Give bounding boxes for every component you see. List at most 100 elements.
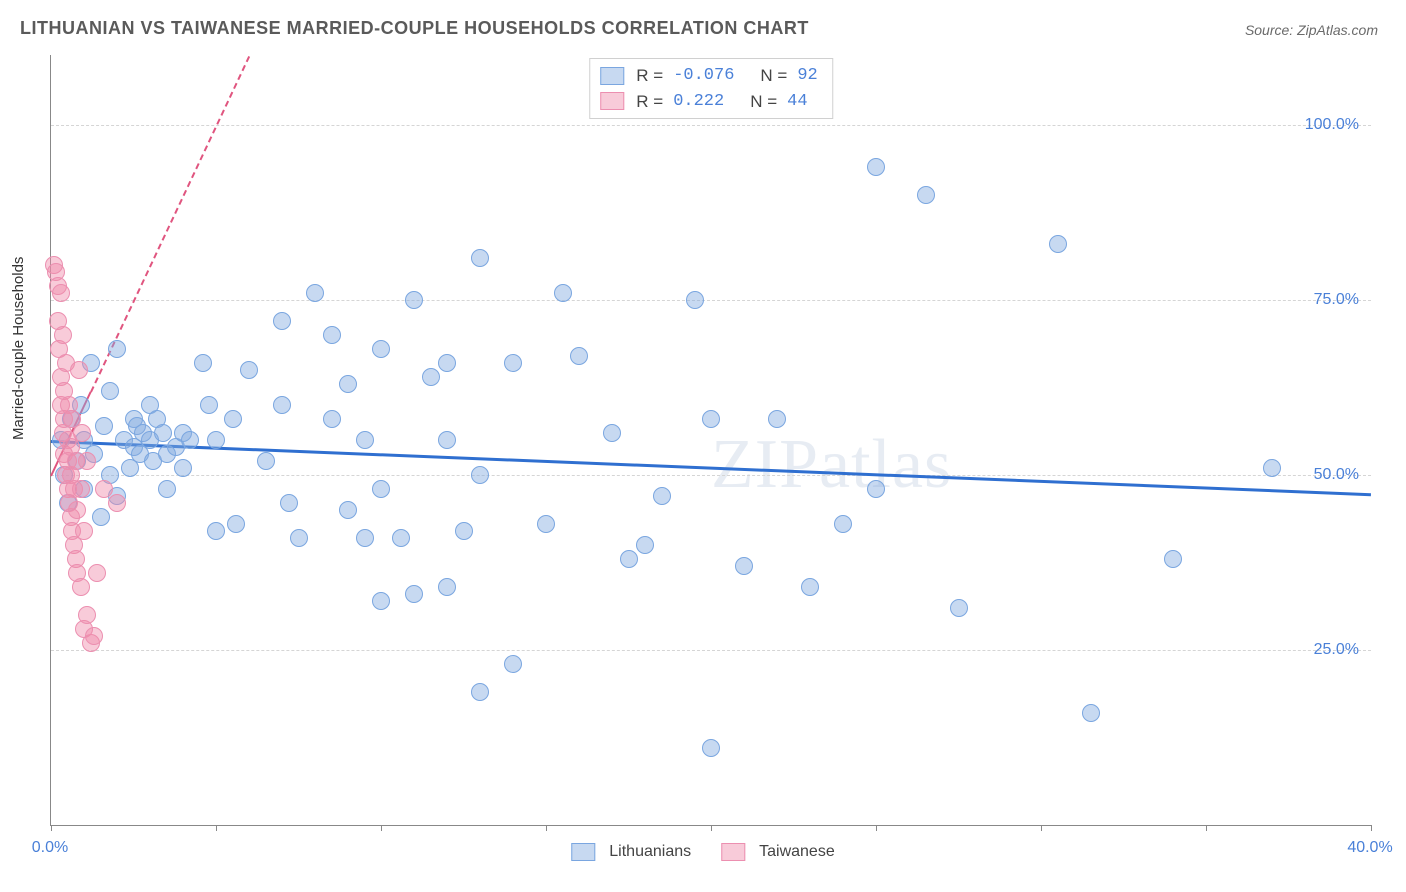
swatch-icon: [600, 92, 624, 110]
data-point: [867, 480, 885, 498]
x-tick: [1041, 825, 1042, 831]
swatch-icon: [600, 67, 624, 85]
stat-r-value: -0.076: [669, 63, 738, 89]
data-point: [405, 585, 423, 603]
data-point: [537, 515, 555, 533]
x-tick: [381, 825, 382, 831]
stat-r-label: R =: [636, 63, 663, 89]
y-axis-label: Married-couple Households: [10, 257, 27, 440]
data-point: [200, 396, 218, 414]
data-point: [273, 396, 291, 414]
data-point: [867, 158, 885, 176]
stat-n-label: N =: [760, 63, 787, 89]
trend-line: [51, 440, 1371, 496]
data-point: [306, 284, 324, 302]
stats-row: R = -0.076 N = 92: [600, 63, 822, 89]
data-point: [735, 557, 753, 575]
watermark-text: ZIPatlas: [711, 425, 952, 505]
stat-n-value: 92: [793, 63, 821, 89]
legend-item: Taiwanese: [721, 843, 835, 861]
data-point: [1049, 235, 1067, 253]
data-point: [108, 340, 126, 358]
gridline: [51, 475, 1371, 476]
data-point: [290, 529, 308, 547]
data-point: [95, 417, 113, 435]
data-point: [554, 284, 572, 302]
data-point: [78, 452, 96, 470]
x-tick: [1206, 825, 1207, 831]
data-point: [392, 529, 410, 547]
stats-legend-box: R = -0.076 N = 92 R = 0.222 N = 44: [589, 58, 833, 119]
data-point: [73, 424, 91, 442]
stat-r-value: 0.222: [669, 89, 728, 115]
data-point: [422, 368, 440, 386]
data-point: [372, 340, 390, 358]
x-tick: [51, 825, 52, 831]
data-point: [323, 326, 341, 344]
data-point: [224, 410, 242, 428]
data-point: [339, 501, 357, 519]
swatch-icon: [571, 843, 595, 861]
data-point: [356, 529, 374, 547]
chart-container: LITHUANIAN VS TAIWANESE MARRIED-COUPLE H…: [0, 0, 1406, 892]
x-tick: [546, 825, 547, 831]
data-point: [158, 480, 176, 498]
data-point: [257, 452, 275, 470]
data-point: [181, 431, 199, 449]
data-point: [75, 522, 93, 540]
data-point: [471, 466, 489, 484]
data-point: [372, 592, 390, 610]
data-point: [280, 494, 298, 512]
data-point: [273, 312, 291, 330]
data-point: [72, 578, 90, 596]
data-point: [52, 284, 70, 302]
data-point: [834, 515, 852, 533]
data-point: [405, 291, 423, 309]
data-point: [917, 186, 935, 204]
data-point: [950, 599, 968, 617]
data-point: [207, 522, 225, 540]
plot-area: ZIPatlas R = -0.076 N = 92 R = 0.222 N =…: [50, 55, 1371, 826]
legend-label: Taiwanese: [759, 843, 835, 861]
data-point: [227, 515, 245, 533]
data-point: [372, 480, 390, 498]
x-tick: [216, 825, 217, 831]
data-point: [323, 410, 341, 428]
x-tick: [876, 825, 877, 831]
data-point: [85, 627, 103, 645]
data-point: [207, 431, 225, 449]
data-point: [603, 424, 621, 442]
data-point: [702, 410, 720, 428]
gridline: [51, 650, 1371, 651]
x-tick: [1371, 825, 1372, 831]
data-point: [455, 522, 473, 540]
stat-n-label: N =: [750, 89, 777, 115]
data-point: [72, 480, 90, 498]
stat-r-label: R =: [636, 89, 663, 115]
data-point: [54, 326, 72, 344]
series-legend: Lithuanians Taiwanese: [571, 843, 834, 861]
data-point: [504, 655, 522, 673]
legend-item: Lithuanians: [571, 843, 691, 861]
x-tick-label: 40.0%: [1347, 839, 1392, 857]
y-tick-label: 100.0%: [1305, 116, 1359, 134]
data-point: [686, 291, 704, 309]
data-point: [339, 375, 357, 393]
y-tick-label: 25.0%: [1314, 641, 1359, 659]
data-point: [570, 347, 588, 365]
data-point: [240, 361, 258, 379]
data-point: [702, 739, 720, 757]
data-point: [174, 459, 192, 477]
chart-title: LITHUANIAN VS TAIWANESE MARRIED-COUPLE H…: [20, 18, 809, 39]
x-tick: [711, 825, 712, 831]
data-point: [471, 249, 489, 267]
data-point: [101, 382, 119, 400]
data-point: [1082, 704, 1100, 722]
data-point: [92, 508, 110, 526]
data-point: [108, 494, 126, 512]
y-tick-label: 50.0%: [1314, 466, 1359, 484]
data-point: [1164, 550, 1182, 568]
data-point: [1263, 459, 1281, 477]
stat-n-value: 44: [783, 89, 811, 115]
data-point: [636, 536, 654, 554]
